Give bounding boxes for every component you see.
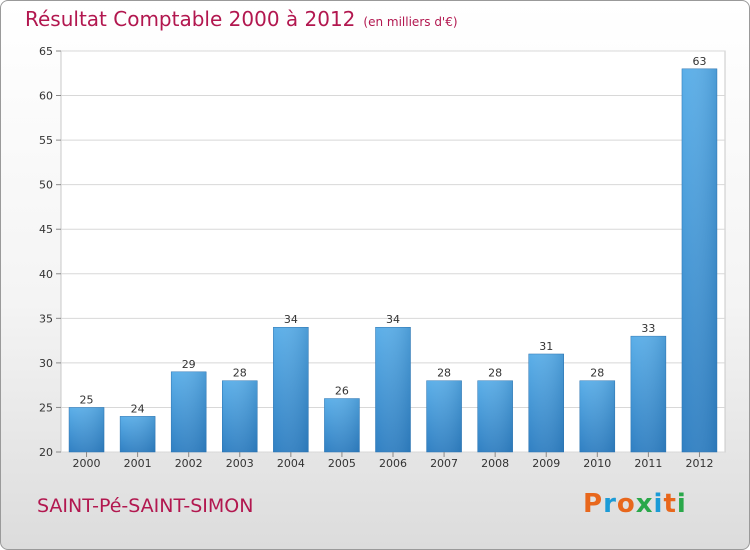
x-tick-label: 2003 <box>226 457 254 470</box>
logo-letter: i <box>653 489 664 519</box>
bar-shade <box>426 380 462 452</box>
x-axis: 2000 2001 2002 2003 2004 2005 2006 2007 2008 2009… <box>73 452 713 470</box>
bar-shade <box>69 407 105 452</box>
y-tick-label: 55 <box>39 134 53 147</box>
bar-shade <box>273 327 309 452</box>
y-tick-label: 30 <box>39 357 53 370</box>
bar-shade <box>579 380 615 452</box>
data-label: 33 <box>641 322 655 335</box>
chart-unit: (en milliers d'€) <box>363 15 458 29</box>
logo-letter: P <box>583 489 604 519</box>
data-label: 63 <box>692 55 706 68</box>
x-tick-label: 2008 <box>481 457 509 470</box>
bar-shade <box>528 353 564 452</box>
data-label: 29 <box>182 358 196 371</box>
data-label: 25 <box>80 393 94 406</box>
y-axis: 20 25 30 35 40 45 50 55 60 65 <box>39 45 61 459</box>
y-tick-label: 40 <box>39 268 53 281</box>
x-tick-label: 2005 <box>328 457 356 470</box>
bar-shade <box>324 398 360 452</box>
data-label: 28 <box>590 367 604 380</box>
commune-name: SAINT-Pé-SAINT-SIMON <box>37 495 254 517</box>
x-tick-label: 2010 <box>583 457 611 470</box>
chart-title-text: Résultat Comptable 2000 à 2012 <box>25 7 356 31</box>
x-tick-label: 2001 <box>124 457 152 470</box>
bar-shade <box>477 380 513 452</box>
data-label: 24 <box>131 402 145 415</box>
x-tick-label: 2000 <box>73 457 101 470</box>
data-label: 28 <box>437 367 451 380</box>
logo-letter: i <box>676 489 687 519</box>
logo-letter: o <box>616 489 636 519</box>
logo-letter: r <box>603 489 617 519</box>
y-tick-label: 25 <box>39 401 53 414</box>
data-label: 34 <box>284 313 298 326</box>
logo-letter: x <box>635 489 654 519</box>
bar-shade <box>222 380 258 452</box>
data-label: 31 <box>539 340 553 353</box>
y-tick-label: 50 <box>39 179 53 192</box>
logo-letter: t <box>663 489 677 519</box>
bars: 25 24 29 28 34 26 34 28 28 31 28 33 63 <box>68 55 718 453</box>
proxiti-logo: Proxiti <box>583 489 687 519</box>
y-tick-label: 20 <box>39 446 53 459</box>
chart-title: Résultat Comptable 2000 à 2012 (en millie… <box>25 7 458 31</box>
y-tick-label: 65 <box>39 45 53 58</box>
y-tick-label: 60 <box>39 90 53 103</box>
x-tick-label: 2002 <box>175 457 203 470</box>
x-tick-label: 2011 <box>634 457 662 470</box>
bar-shade <box>681 68 717 453</box>
bar-shade <box>171 371 207 452</box>
data-label: 28 <box>233 367 247 380</box>
bar-shade <box>630 336 666 452</box>
data-label: 28 <box>488 367 502 380</box>
bar-shade <box>120 416 156 452</box>
data-label: 34 <box>386 313 400 326</box>
data-label: 26 <box>335 385 349 398</box>
x-tick-label: 2007 <box>430 457 458 470</box>
bar-shade <box>375 327 411 452</box>
x-tick-label: 2009 <box>532 457 560 470</box>
x-tick-label: 2006 <box>379 457 407 470</box>
y-tick-label: 35 <box>39 312 53 325</box>
y-tick-label: 45 <box>39 223 53 236</box>
x-tick-label: 2012 <box>685 457 713 470</box>
x-tick-label: 2004 <box>277 457 305 470</box>
